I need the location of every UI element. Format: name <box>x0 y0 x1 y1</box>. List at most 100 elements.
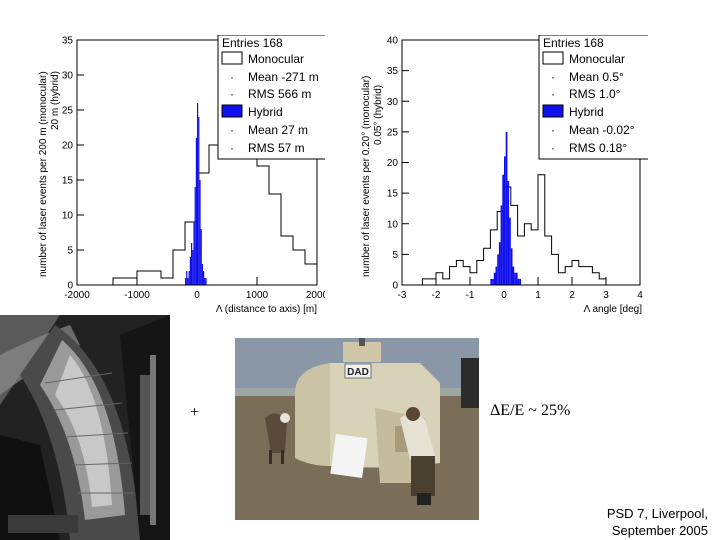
y-ticks: 0 5 10 15 20 25 30 35 <box>62 36 84 292</box>
y-tick-label: 35 <box>62 36 74 47</box>
x-axis-label: Λ angle [deg] <box>584 304 643 315</box>
hybrid-bar <box>205 278 207 285</box>
tank-drawing: DAD <box>235 338 479 520</box>
y-axis-label-hybrid: 20 m (hybrid) <box>50 71 61 130</box>
legend-monocular-label: Monocular <box>248 52 304 66</box>
legend-hybrid-mean: Mean 27 m <box>248 123 308 137</box>
footer-conference: PSD 7, Liverpool, <box>606 506 708 521</box>
hybrid-bar <box>497 254 499 285</box>
histogram-monocular <box>77 144 317 286</box>
hybrid-bar <box>514 272 516 285</box>
hybrid-bar <box>204 278 206 285</box>
hybrid-bar <box>519 278 521 285</box>
energy-resolution-label: ΔE/E ~ 25% <box>490 402 571 419</box>
legend-swatch-hybrid <box>542 104 564 118</box>
legend-box <box>538 35 648 160</box>
legend-bullet: · <box>230 141 234 155</box>
y-ticks: 0 5 10 15 20 25 30 35 40 <box>387 36 409 292</box>
y-tick-label: 10 <box>387 219 399 230</box>
legend-monocular-mean: Mean 0.5° <box>569 70 624 84</box>
legend-swatch-hybrid <box>221 104 243 118</box>
hybrid-bar <box>187 278 189 285</box>
legend-monocular-label: Monocular <box>569 52 625 66</box>
stats-legend: Entries 168 Monocular · Mean -271 m · RM… <box>217 35 325 160</box>
hybrid-bar <box>500 205 503 285</box>
legend-monocular-rms: RMS 1.0° <box>569 87 621 101</box>
hybrid-bar <box>186 271 188 285</box>
hybrid-bar <box>185 278 187 285</box>
x-tick-label: 0 <box>194 290 200 301</box>
legend-swatch-monocular <box>542 51 564 65</box>
tank-label: DAD <box>347 367 369 378</box>
y-tick-label: 20 <box>62 141 74 152</box>
legend-bullet: · <box>230 123 234 137</box>
surface-detector-tank-photo: DAD <box>235 338 479 520</box>
hybrid-bar <box>189 257 191 285</box>
y-tick-label: 15 <box>62 176 74 187</box>
legend-monocular-mean: Mean -271 m <box>248 70 319 84</box>
histogram-hybrid <box>490 131 521 285</box>
legend-hybrid-mean: Mean -0.02° <box>569 123 635 137</box>
hybrid-bar <box>515 272 518 285</box>
hybrid-bar <box>507 180 510 285</box>
hybrid-bar <box>199 180 201 285</box>
legend-bullet: · <box>230 87 234 101</box>
hybrid-bar <box>191 243 193 285</box>
y-tick-label: 5 <box>67 246 73 257</box>
y-tick-label: 25 <box>62 106 74 117</box>
y-tick-label: 20 <box>387 158 399 169</box>
x-tick-label: -1000 <box>124 290 150 301</box>
x-tick-label: 1 <box>535 290 541 301</box>
plot-frame <box>401 39 641 286</box>
stats-legend: Entries 168 Monocular · Mean 0.5° · RMS … <box>538 35 648 160</box>
distance-histogram: number of laser events per 200 m (monocu… <box>38 35 325 315</box>
hybrid-bar <box>495 266 498 285</box>
legend-hybrid-label: Hybrid <box>569 105 604 119</box>
legend-bullet: · <box>230 70 234 84</box>
legend-bullet: · <box>551 141 555 155</box>
x-tick-label: 0 <box>501 290 507 301</box>
legend-bullet: · <box>551 123 555 137</box>
x-tick-label: -1 <box>466 290 475 301</box>
footer-date: September 2005 <box>611 523 708 538</box>
y-tick-label: 10 <box>62 211 74 222</box>
legend-hybrid-rms: RMS 0.18° <box>569 141 627 155</box>
hybrid-bar <box>200 229 202 285</box>
y-tick-label: 15 <box>387 189 399 200</box>
x-tick-label: -3 <box>398 290 407 301</box>
legend-entries: Entries 168 <box>543 36 604 50</box>
hybrid-bar <box>512 266 515 285</box>
monocular-outline <box>402 174 640 286</box>
x-tick-label: 1000 <box>246 290 269 301</box>
hybrid-bar <box>492 278 494 285</box>
y-tick-label: 5 <box>392 250 398 261</box>
y-tick-label: 40 <box>387 36 399 47</box>
hybrid-bar <box>504 156 506 285</box>
y-tick-label: 35 <box>387 66 399 77</box>
x-tick-label: -2 <box>432 290 441 301</box>
hybrid-bar <box>509 217 511 285</box>
telescope-mirror-photo <box>0 315 170 540</box>
legend-hybrid-label: Hybrid <box>248 105 283 119</box>
y-tick-label: 30 <box>62 71 74 82</box>
hybrid-bar <box>203 271 205 285</box>
angle-histogram: number of laser events per 0.20° (monocu… <box>361 35 648 315</box>
hybrid-bar <box>193 222 195 285</box>
footer: PSD 7, Liverpool, September 2005 <box>508 505 708 539</box>
legend-monocular-rms: RMS 566 m <box>248 87 311 101</box>
legend-bullet: · <box>551 87 555 101</box>
hybrid-bar <box>490 278 493 285</box>
hybrid-bar <box>505 131 508 285</box>
hybrid-bar <box>194 187 196 285</box>
hybrid-bar <box>498 242 501 285</box>
hybrid-bar <box>510 248 513 285</box>
y-tick-label: 25 <box>387 127 399 138</box>
y-tick-label: 0 <box>67 281 73 292</box>
legend-bullet: · <box>551 70 555 84</box>
hybrid-bar <box>493 272 496 285</box>
hybrid-bar <box>198 117 200 285</box>
histogram-monocular <box>402 174 640 286</box>
telescope-mirror-drawing <box>0 315 170 540</box>
x-tick-label: -2000 <box>64 290 90 301</box>
legend-entries: Entries 168 <box>222 36 283 50</box>
